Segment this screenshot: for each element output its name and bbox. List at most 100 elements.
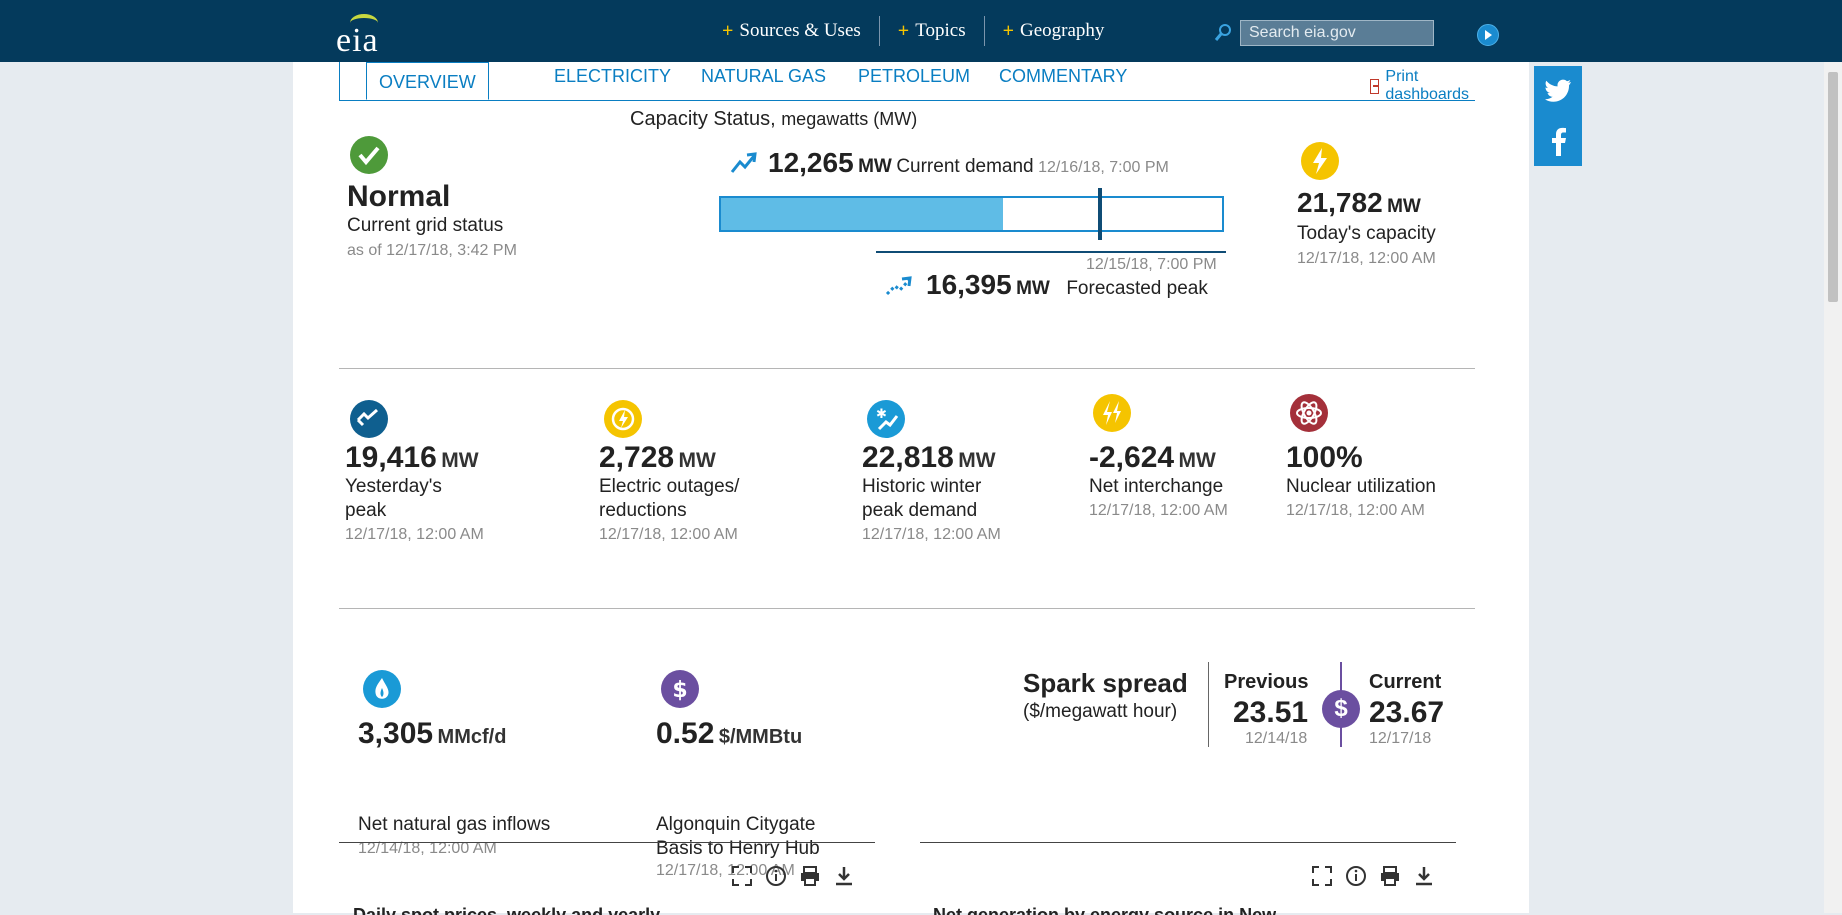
tab-overview[interactable]: OVERVIEW bbox=[366, 62, 489, 100]
stat-label: peak demand bbox=[862, 500, 978, 521]
tab-electricity[interactable]: ELECTRICITY bbox=[554, 66, 672, 86]
scrollbar-thumb[interactable] bbox=[1828, 72, 1838, 302]
gas-label: Net natural gas inflows bbox=[358, 814, 551, 835]
nav-topics[interactable]: + Topics bbox=[880, 20, 984, 43]
gas-flame-icon bbox=[363, 670, 401, 708]
capacity-bar bbox=[719, 196, 1224, 232]
tab-commentary[interactable]: COMMENTARY bbox=[999, 66, 1128, 86]
stat-unit: MW bbox=[958, 449, 996, 472]
spark-current-value: 23.67 bbox=[1369, 696, 1445, 729]
capacity-title-text: Capacity Status, bbox=[630, 108, 776, 130]
stat-label: Electric outages/ bbox=[599, 476, 740, 497]
check-icon bbox=[350, 136, 388, 174]
spark-previous-date: 12/14/18 bbox=[1245, 730, 1308, 747]
forecast-peak: 16,395 MW Forecasted peak bbox=[926, 269, 1208, 301]
gas-inflows: 3,305 MMcf/d bbox=[358, 717, 506, 751]
capacity-label: Today's capacity bbox=[1297, 223, 1436, 244]
spark-title: Spark spread bbox=[1023, 668, 1188, 698]
stat-label: peak bbox=[345, 500, 387, 521]
winter-peak-icon: ✱ bbox=[867, 400, 905, 438]
stat-value: 2,728 bbox=[599, 441, 675, 474]
facebook-button[interactable] bbox=[1534, 116, 1582, 166]
stat-unit: MW bbox=[441, 449, 479, 472]
nav-label: Sources & Uses bbox=[739, 20, 861, 41]
capacity-title: Capacity Status, megawatts (MW) bbox=[630, 108, 917, 131]
current-demand-value: 12,265 bbox=[768, 147, 854, 178]
capacity-unit: MW bbox=[1387, 196, 1421, 217]
tab-natural-gas[interactable]: NATURAL GAS bbox=[701, 66, 827, 86]
print-icon[interactable] bbox=[1379, 865, 1401, 887]
nav-label: Topics bbox=[915, 20, 966, 41]
search-input[interactable] bbox=[1240, 20, 1434, 46]
stat-label: Historic winter bbox=[862, 476, 982, 497]
outage-icon bbox=[604, 400, 642, 438]
algonquin-basis: 0.52 $/MMBtu bbox=[656, 717, 802, 751]
tab-bar-edge bbox=[339, 62, 341, 100]
download-icon[interactable] bbox=[1413, 865, 1435, 887]
nav-separator bbox=[983, 16, 985, 46]
info-icon[interactable] bbox=[765, 865, 787, 887]
current-demand-unit: MW bbox=[858, 156, 892, 177]
nuclear-icon bbox=[1290, 394, 1328, 432]
search-go-button[interactable] bbox=[1477, 24, 1499, 46]
gas-value: 3,305 bbox=[358, 717, 434, 750]
stat-date: 12/17/18, 12:00 AM bbox=[862, 526, 1001, 543]
stat-date: 12/17/18, 12:00 AM bbox=[1089, 502, 1228, 519]
nav-geography[interactable]: + Geography bbox=[985, 20, 1123, 43]
demand-bar-fill bbox=[721, 198, 1004, 230]
print-icon[interactable] bbox=[799, 865, 821, 887]
info-icon[interactable] bbox=[1345, 865, 1367, 887]
right-card-divider bbox=[920, 842, 1456, 843]
stat-date: 12/17/18, 12:00 AM bbox=[345, 526, 484, 543]
spark-previous-label: Previous bbox=[1224, 671, 1309, 693]
grid-status: Normal bbox=[347, 180, 451, 213]
spark-divider bbox=[1208, 662, 1209, 747]
nav-sources-uses[interactable]: + Sources & Uses bbox=[704, 20, 879, 43]
gas-date: 12/14/18, 12:00 AM bbox=[358, 840, 497, 857]
spark-previous-value: 23.51 bbox=[1233, 696, 1309, 729]
forecast-marker bbox=[1098, 188, 1103, 240]
current-demand: 12,265 MW Current demand 12/16/18, 7:00 … bbox=[768, 147, 1169, 179]
forecast-peak-label: Forecasted peak bbox=[1066, 278, 1208, 299]
basis-label: Basis to Henry Hub bbox=[656, 838, 820, 859]
logo-text: eia bbox=[336, 22, 379, 59]
stat-value: 19,416 bbox=[345, 441, 437, 474]
stat-label: reductions bbox=[599, 500, 687, 521]
print-dashboards-link[interactable]: Print dashboards bbox=[1370, 68, 1475, 104]
forecast-peak-value: 16,395 bbox=[926, 269, 1012, 300]
download-icon[interactable] bbox=[833, 865, 855, 887]
twitter-button[interactable] bbox=[1534, 66, 1582, 116]
stat-date: 12/17/18, 12:00 AM bbox=[1286, 502, 1425, 519]
spark-current-label: Current bbox=[1369, 671, 1442, 693]
stat-net-interchange: -2,624 MW bbox=[1089, 441, 1216, 475]
spark-current-date: 12/17/18 bbox=[1369, 730, 1432, 747]
nav-label: Geography bbox=[1020, 20, 1105, 41]
expand-icon[interactable] bbox=[731, 865, 753, 887]
stat-unit: MW bbox=[1178, 449, 1216, 472]
capacity-title-unit: megawatts (MW) bbox=[781, 109, 918, 129]
stat-winter-peak: 22,818 MW bbox=[862, 441, 996, 475]
expand-icon[interactable] bbox=[1311, 865, 1333, 887]
svg-text:$: $ bbox=[672, 678, 687, 703]
scrollbar[interactable] bbox=[1824, 62, 1842, 913]
current-demand-date: 12/16/18, 7:00 PM bbox=[1038, 159, 1169, 176]
stat-value: 22,818 bbox=[862, 441, 954, 474]
stat-value: -2,624 bbox=[1089, 441, 1175, 474]
interchange-icon bbox=[1093, 394, 1131, 432]
basis-value: 0.52 bbox=[656, 717, 715, 750]
top-navigation-bar: eia + Sources & Uses + Topics + Geography bbox=[0, 0, 1842, 62]
left-chart-title: Daily spot prices, weekly and yearly bbox=[353, 905, 661, 915]
lightning-icon bbox=[1301, 142, 1339, 180]
stat-label: Yesterday's bbox=[345, 476, 442, 497]
pdf-icon bbox=[1370, 78, 1380, 94]
tab-petroleum[interactable]: PETROLEUM bbox=[858, 66, 971, 86]
forecast-trend-icon bbox=[885, 276, 912, 296]
basis-unit: $/MMBtu bbox=[718, 726, 803, 748]
trend-up-icon bbox=[730, 152, 757, 173]
eia-logo[interactable]: eia bbox=[336, 8, 406, 59]
forecast-peak-unit: MW bbox=[1016, 278, 1050, 299]
left-card-divider bbox=[339, 842, 875, 843]
capacity-date: 12/17/18, 12:00 AM bbox=[1297, 250, 1436, 267]
stat-label: Nuclear utilization bbox=[1286, 476, 1436, 497]
twitter-icon bbox=[1545, 79, 1571, 102]
